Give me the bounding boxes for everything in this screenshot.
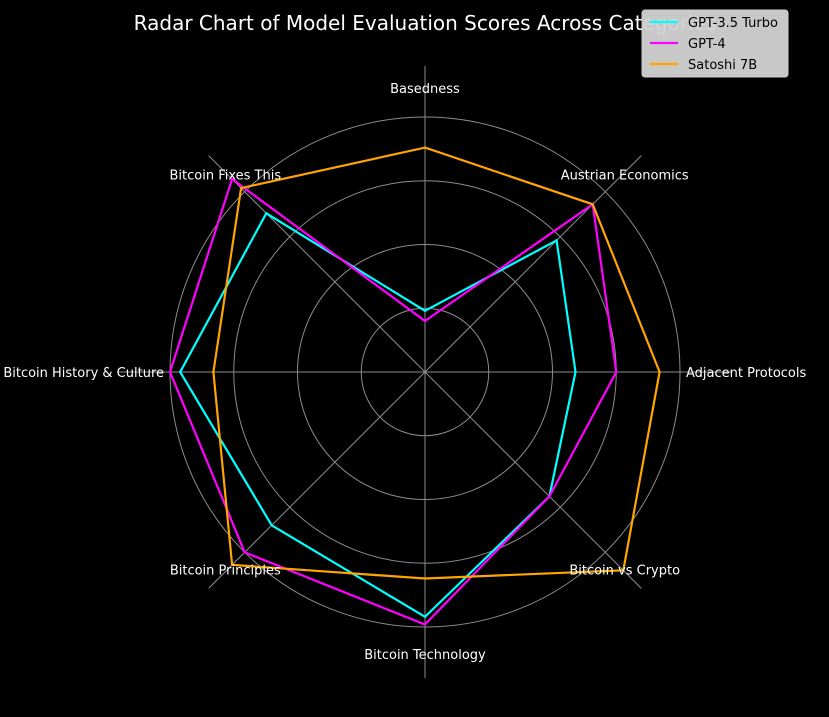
series-2-point-1: [591, 203, 594, 206]
category-label-3: Bitcoin vs Crypto: [569, 563, 680, 578]
series-0-point-5: [270, 524, 273, 527]
legend-label-2: Satoshi 7B: [688, 58, 757, 73]
series-2-point-0: [423, 146, 427, 149]
series-0-point-4: [423, 615, 427, 618]
series-2-point-5: [230, 563, 234, 567]
series-1-point-0: [423, 319, 427, 323]
category-label-4: Bitcoin Technology: [364, 648, 486, 663]
spoke-5: [208, 371, 426, 589]
category-label-5: Bitcoin Principles: [170, 563, 281, 578]
spoke-7: [208, 155, 426, 373]
category-label-1: Austrian Economics: [561, 169, 689, 184]
series-2-point-2: [658, 370, 661, 374]
series-1-point-4: [423, 623, 427, 626]
spoke-3: [424, 371, 642, 589]
chart-legend: GPT-3.5 Turbo GPT-4 Satoshi 7B: [641, 9, 789, 78]
series-2-point-3: [622, 569, 625, 572]
series-1-point-5: [243, 551, 246, 554]
category-label-7: Bitcoin Fixes This: [169, 169, 281, 184]
series-0-point-0: [423, 309, 427, 312]
legend-label-1: GPT-4: [688, 37, 726, 52]
series-2-point-7: [239, 186, 243, 190]
series-0-point-1: [555, 239, 558, 242]
series-1-point-6: [168, 370, 172, 374]
series-1-point-2: [615, 370, 618, 374]
radar-spokes: [119, 66, 731, 678]
radar-series: [168, 146, 661, 626]
series-line-2: [212, 146, 661, 580]
series-0-point-2: [574, 370, 577, 374]
chart-title: Radar Chart of Model Evaluation Scores A…: [134, 11, 717, 35]
series-2-point-6: [212, 370, 215, 374]
category-labels: Basedness Austrian Economics Adjacent Prot…: [3, 82, 806, 663]
series-0-point-7: [265, 212, 268, 215]
series-1-point-3: [548, 495, 551, 498]
category-label-2: Adjacent Protocols: [686, 366, 806, 381]
series-0-point-6: [179, 370, 182, 374]
category-label-6: Bitcoin History & Culture: [3, 366, 164, 381]
spoke-1: [424, 155, 642, 373]
category-label-0: Basedness: [390, 82, 460, 97]
legend-box: [641, 9, 789, 78]
series-2-point-4: [423, 577, 427, 580]
legend-label-0: GPT-3.5 Turbo: [688, 16, 778, 31]
series-1-point-7: [230, 177, 234, 181]
